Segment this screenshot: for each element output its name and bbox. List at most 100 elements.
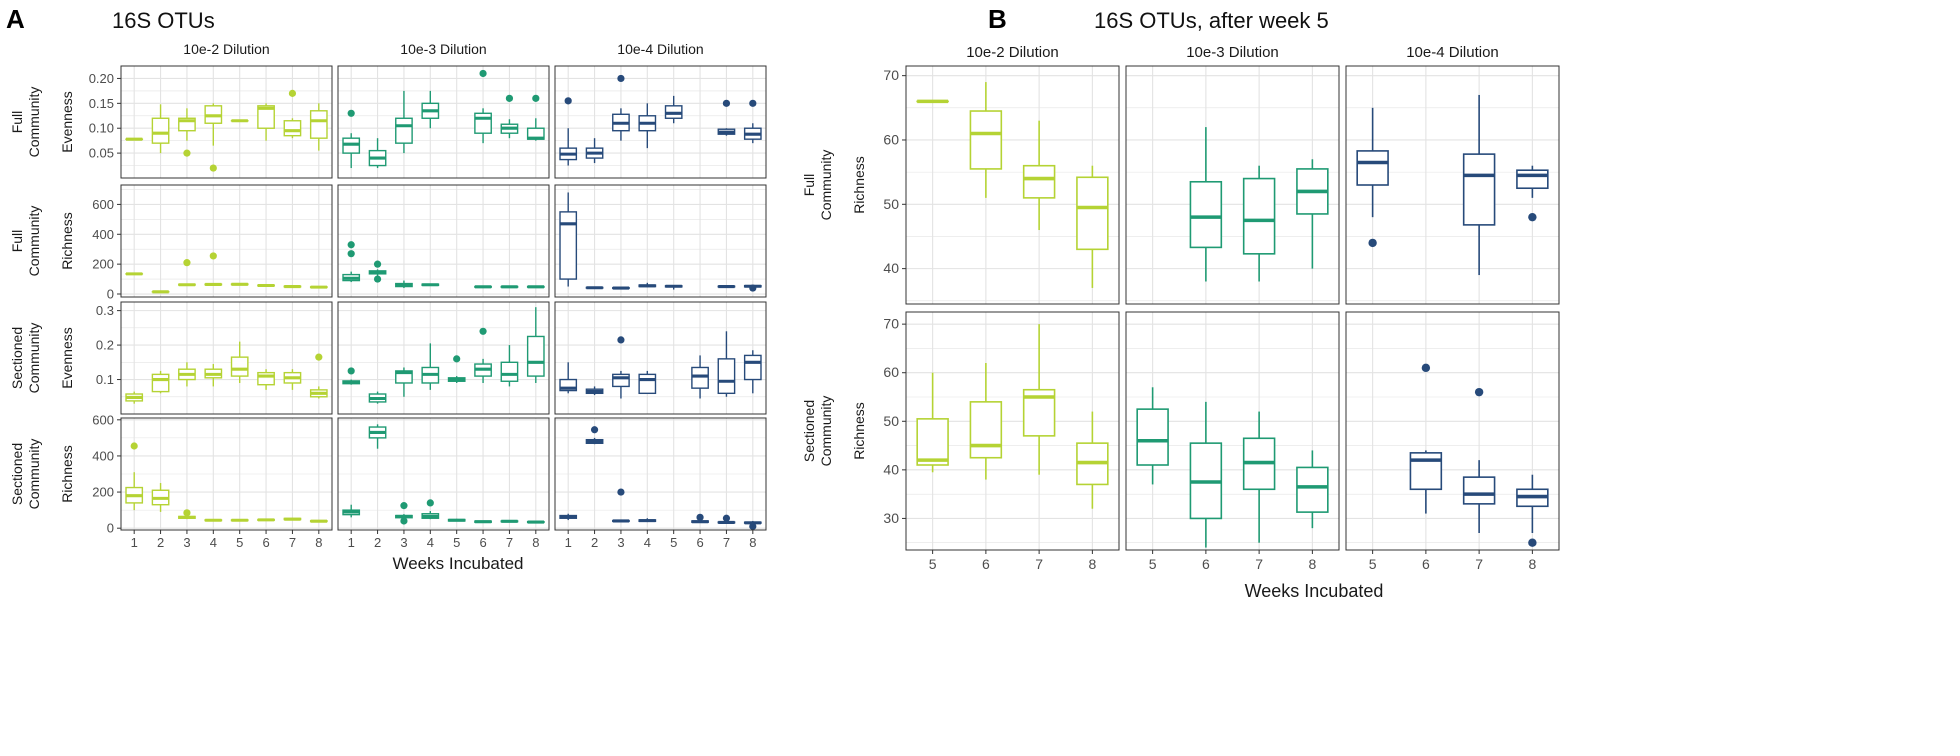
outlier-point <box>130 442 138 450</box>
row-label: FullCommunity <box>9 206 42 277</box>
outlier-point <box>400 517 408 525</box>
x-tick-label: 6 <box>1422 556 1430 572</box>
box-week-8 <box>309 285 328 289</box>
box-week-4 <box>421 90 440 129</box>
x-tick-label: 3 <box>400 535 407 550</box>
box-week-8 <box>1296 450 1329 529</box>
box-week-5 <box>1136 387 1169 485</box>
box-iqr <box>395 117 413 144</box>
y-axis-label: Evenness <box>59 327 75 388</box>
y-tick-label: 50 <box>883 196 899 212</box>
box-week-7 <box>500 94 519 139</box>
box-week-3 <box>178 259 196 287</box>
box-week-3 <box>395 280 413 289</box>
box-iqr <box>916 418 949 466</box>
facet-panel <box>1125 311 1340 551</box>
facet-panel <box>337 301 550 415</box>
box-week-3 <box>612 286 630 290</box>
panel-border <box>554 301 767 415</box>
panel-letter-b: B <box>988 4 1007 34</box>
box-week-5 <box>447 518 466 522</box>
column-strip-label: 10e-4 Dilution <box>617 41 703 57</box>
box-week-7 <box>1242 411 1276 543</box>
box-iqr <box>1022 164 1056 199</box>
y-tick-label: 400 <box>92 227 114 242</box>
outlier-point <box>479 327 487 335</box>
facet-panel <box>337 65 550 179</box>
outlier-point <box>1528 538 1537 547</box>
panel-background <box>555 66 766 178</box>
panel-border <box>905 311 1120 551</box>
box-week-4 <box>638 282 657 288</box>
y-tick-label: 0.15 <box>89 96 114 111</box>
gridlines <box>338 185 549 297</box>
outlier-point <box>183 509 191 517</box>
facet-panel <box>337 417 550 531</box>
box-week-6 <box>474 69 492 144</box>
panel-letter-a: A <box>6 4 25 34</box>
box-week-3 <box>395 90 413 154</box>
box-week-8 <box>1076 165 1109 288</box>
box-week-7 <box>283 89 302 139</box>
outlier-point <box>209 252 217 260</box>
figure-b-xlabel: Weeks Incubated <box>1245 581 1384 601</box>
box-iqr <box>257 105 275 129</box>
x-tick-label: 8 <box>1088 556 1096 572</box>
box-iqr <box>969 401 1003 459</box>
box-week-7 <box>717 285 736 289</box>
outlier-point <box>532 94 540 102</box>
box-week-6 <box>691 513 709 524</box>
box-week-7 <box>717 331 736 397</box>
outlier-point <box>590 426 599 434</box>
box-week-5 <box>230 518 249 522</box>
y-tick-label: 0.1 <box>96 372 114 387</box>
x-tick-label: 5 <box>929 556 937 572</box>
box-week-8 <box>1076 411 1109 509</box>
y-tick-label: 0.10 <box>89 121 114 136</box>
box-iqr <box>1462 476 1496 505</box>
x-tick-label: 1 <box>565 535 572 550</box>
box-iqr <box>474 112 492 134</box>
y-axis-label: Richness <box>851 156 867 214</box>
box-week-1 <box>559 97 578 166</box>
figure-a-plot: 10e-2 Dilution 10e-3 Dilution 10e-4 Diluti… <box>9 41 767 550</box>
box-week-7 <box>500 285 519 289</box>
box-week-6 <box>1189 127 1223 282</box>
box-week-8 <box>743 520 762 530</box>
box-week-7 <box>500 345 519 387</box>
box-week-8 <box>743 350 762 394</box>
box-week-3 <box>395 367 413 397</box>
box-week-2 <box>368 424 387 449</box>
box-week-1 <box>342 109 361 169</box>
box-week-2 <box>585 386 604 396</box>
box-week-2 <box>585 286 604 290</box>
outlier-point <box>1528 212 1537 222</box>
outlier-point <box>400 502 408 510</box>
x-tick-label: 2 <box>374 535 381 550</box>
box-week-2 <box>368 391 387 404</box>
x-tick-label: 6 <box>479 535 486 550</box>
y-tick-label: 60 <box>883 131 899 147</box>
box-iqr <box>283 120 302 137</box>
row-label: SectionedCommunity <box>9 439 42 510</box>
column-strip-label: 10e-2 Dilution <box>183 41 269 57</box>
box-week-7 <box>1022 324 1056 475</box>
x-tick-label: 1 <box>131 535 138 550</box>
row-label: SectionedCommunity <box>9 323 42 394</box>
box-week-4 <box>421 499 440 520</box>
box-week-2 <box>151 104 170 154</box>
box-iqr <box>1136 408 1169 466</box>
box-week-4 <box>421 343 440 390</box>
x-tick-label: 3 <box>617 535 624 550</box>
x-tick-label: 8 <box>749 535 756 550</box>
box-week-8 <box>1296 159 1329 269</box>
box-week-5 <box>1356 107 1389 248</box>
x-tick-label: 8 <box>532 535 539 550</box>
panel-border <box>1125 65 1340 305</box>
x-tick-label: 7 <box>1035 556 1043 572</box>
x-tick-label: 6 <box>982 556 990 572</box>
outlier-point <box>617 488 625 496</box>
facet-panel <box>1125 65 1340 305</box>
box-week-8 <box>743 284 762 292</box>
